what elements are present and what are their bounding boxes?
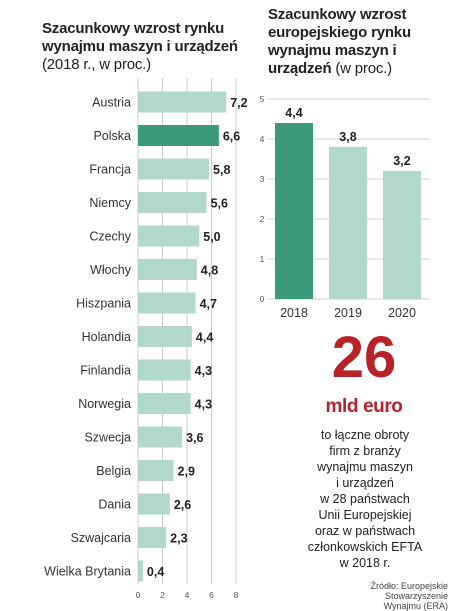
value-label: 2,9 [178, 465, 195, 479]
category-label: Niemcy [89, 196, 131, 210]
value-label: 3,2 [393, 154, 410, 168]
category-label: Finlandia [80, 364, 131, 378]
category-label: Czechy [89, 230, 131, 244]
bar [138, 326, 192, 347]
right-chart-title-text: Szacunkowy wzrost europejskiego rynku wy… [268, 6, 411, 77]
category-label: Dania [98, 498, 131, 512]
turnover-figure: 26 [331, 325, 397, 390]
y-tick-label: 0 [260, 294, 265, 304]
value-label: 3,8 [339, 130, 356, 144]
bar [383, 171, 421, 299]
category-label: Szwajcaria [71, 531, 131, 545]
value-label: 5,0 [203, 230, 220, 244]
right-chart-subtitle: (w proc.) [335, 60, 392, 77]
bar [138, 560, 143, 582]
value-label: 7,2 [230, 96, 247, 110]
category-label: Hiszpania [76, 297, 131, 311]
y-tick-label: 1 [260, 254, 265, 264]
year-label: 2020 [388, 306, 416, 320]
bar [138, 292, 196, 314]
bar [138, 460, 174, 481]
y-tick-label: 4 [260, 134, 265, 144]
source-line-1: Źródło: Europejskie Stowarzyszenie [370, 581, 448, 601]
value-label: 3,6 [186, 431, 203, 445]
y-tick-label: 3 [260, 174, 265, 184]
value-label: 2,6 [174, 498, 191, 512]
year-label: 2018 [280, 306, 308, 320]
bar [275, 123, 313, 299]
x-tick-label: 0 [136, 590, 141, 600]
value-label: 4,3 [195, 398, 212, 412]
left-chart-title-text: Szacunkowy wzrost rynku wynajmu maszyn i… [42, 20, 238, 55]
bar [329, 147, 367, 299]
value-label: 0,4 [147, 565, 164, 579]
value-label: 4,3 [195, 364, 212, 378]
bar [138, 393, 191, 414]
bar [138, 158, 210, 180]
category-label: Polska [93, 129, 131, 143]
left-chart-subtitle: (2018 r., w proc.) [42, 56, 151, 73]
bar [138, 125, 219, 146]
value-label: 5,8 [213, 163, 230, 177]
bar [138, 192, 207, 213]
bar [138, 493, 170, 515]
value-label: 2,3 [170, 532, 187, 546]
category-label: Holandia [82, 330, 131, 344]
turnover-unit: mld euro [325, 396, 403, 417]
left-chart-title: Szacunkowy wzrost rynku wynajmu maszyn i… [42, 20, 257, 74]
category-label: Belgia [96, 464, 131, 478]
category-label: Szwecja [84, 431, 131, 445]
category-label: Francja [89, 163, 131, 177]
value-label: 4,8 [201, 264, 218, 278]
category-label: Norwegia [78, 397, 131, 411]
bar [138, 359, 191, 381]
value-label: 4,4 [196, 331, 213, 345]
category-label: Wielka Brytania [44, 565, 131, 579]
category-label: Austria [92, 96, 131, 110]
bar [138, 91, 227, 113]
value-label: 4,4 [285, 106, 302, 120]
value-label: 5,6 [211, 197, 228, 211]
year-label: 2019 [334, 306, 362, 320]
bar [138, 225, 200, 247]
right-chart-title: Szacunkowy wzrost europejskiego rynku wy… [268, 6, 458, 78]
bar [138, 527, 167, 548]
bar [138, 259, 197, 280]
source-line-2: Wynajmu (ERA) [383, 601, 448, 611]
turnover-description: to łączne obroty firm z branży wynajmu m… [307, 428, 423, 570]
y-tick-label: 2 [260, 214, 265, 224]
source-note: Źródło: Europejskie Stowarzyszenie Wynaj… [318, 581, 448, 611]
y-tick-label: 5 [260, 94, 265, 104]
x-tick-label: 6 [209, 590, 214, 600]
category-label: Włochy [90, 263, 132, 277]
value-label: 4,7 [200, 297, 217, 311]
x-tick-label: 4 [185, 590, 190, 600]
value-label: 6,6 [223, 130, 240, 144]
bar [138, 426, 183, 448]
x-tick-label: 2 [160, 590, 165, 600]
x-tick-label: 8 [234, 590, 239, 600]
